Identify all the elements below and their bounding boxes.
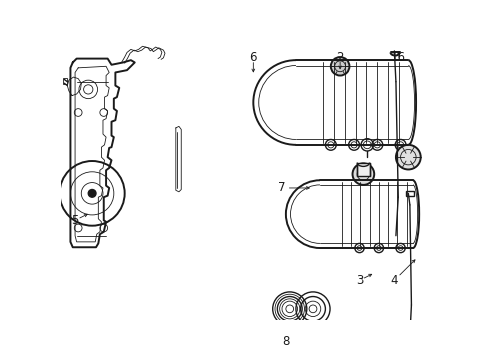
Bar	[62, 78, 66, 84]
Circle shape	[395, 145, 420, 170]
Circle shape	[352, 163, 373, 185]
Text: 6: 6	[249, 50, 257, 64]
Bar	[405, 191, 413, 195]
Text: 5: 5	[71, 214, 79, 227]
Circle shape	[330, 57, 349, 76]
Text: 7: 7	[278, 181, 285, 194]
Text: 2: 2	[336, 50, 343, 64]
Circle shape	[88, 189, 96, 197]
Text: 16: 16	[390, 50, 405, 64]
Text: 3: 3	[355, 274, 363, 287]
Bar	[356, 163, 369, 176]
Text: 8: 8	[282, 336, 289, 348]
Text: 4: 4	[390, 274, 397, 287]
